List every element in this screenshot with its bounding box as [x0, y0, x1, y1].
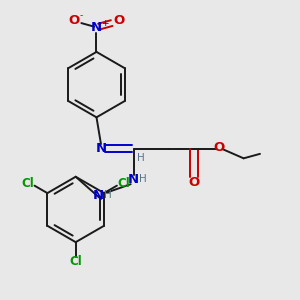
Text: N: N — [93, 189, 104, 202]
Text: N: N — [95, 142, 106, 155]
Text: N: N — [128, 173, 139, 186]
Text: Cl: Cl — [69, 255, 82, 268]
Text: H: H — [137, 153, 145, 163]
Text: O: O — [188, 176, 200, 189]
Text: Cl: Cl — [117, 177, 130, 190]
Text: O: O — [114, 14, 125, 27]
Text: -: - — [80, 11, 83, 20]
Text: O: O — [213, 141, 225, 154]
Text: H: H — [103, 190, 111, 200]
Text: N: N — [91, 21, 102, 34]
Text: Cl: Cl — [22, 177, 34, 190]
Text: O: O — [68, 14, 79, 27]
Text: +: + — [101, 19, 109, 28]
Text: H: H — [139, 174, 146, 184]
